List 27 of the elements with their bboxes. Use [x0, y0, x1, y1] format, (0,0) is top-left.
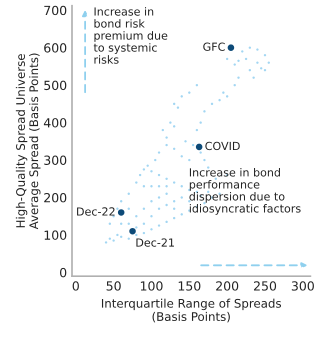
- y-tick-label: 700: [44, 6, 66, 16]
- y-tick-label: 200: [44, 192, 66, 202]
- y-tick-label: 500: [44, 80, 66, 90]
- y-tick-label: 0: [60, 268, 66, 278]
- y-tick-label: 400: [44, 118, 66, 128]
- annotation: Increase in bond risk premium due to systemic risks: [94, 7, 168, 64]
- x-tick-label: 100: [140, 281, 163, 291]
- x-tick-label: 0: [72, 281, 79, 291]
- point: [118, 209, 124, 216]
- y-axis-title: High-Quality Spread Universe Average Spread (Basis Points): [16, 54, 40, 230]
- x-tick-label: 200: [216, 281, 238, 291]
- point: [129, 228, 136, 234]
- y-tick-label: 600: [44, 43, 66, 53]
- x-tick-label: 50: [106, 281, 121, 291]
- y-tick-label: 100: [44, 230, 66, 240]
- x-tick-label: 250: [254, 281, 276, 291]
- x-tick-label: 300: [292, 281, 314, 291]
- point: [228, 44, 234, 51]
- y-tick-label: 300: [44, 156, 66, 165]
- annotation: Dec-22: [77, 207, 115, 216]
- annotation: Dec-21: [136, 238, 174, 247]
- annotation: GFC: [203, 42, 225, 51]
- x-axis-title: Interquartile Range of Spreads (Basis Points): [102, 298, 282, 322]
- annotation: Increase in bond performance dispersion due to idiosyncratic factors: [189, 168, 301, 215]
- point: [196, 144, 202, 150]
- annotation: COVID: [205, 142, 240, 150]
- x-tick-label: 150: [178, 281, 200, 291]
